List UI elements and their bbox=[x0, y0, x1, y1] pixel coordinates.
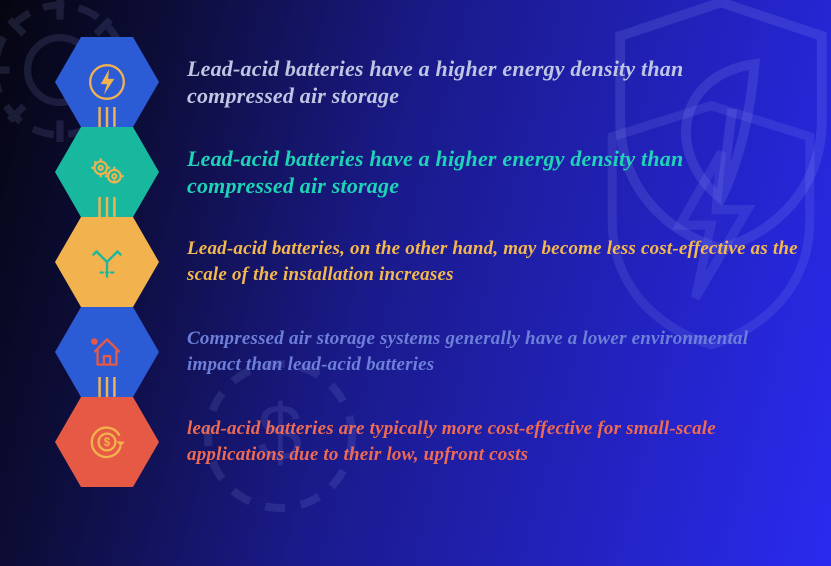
svg-text:$: $ bbox=[104, 437, 111, 449]
house-icon bbox=[86, 331, 128, 373]
hex-badge-4 bbox=[55, 307, 159, 397]
item-text: Lead-acid batteries have a higher energy… bbox=[187, 55, 747, 110]
list-item: Lead-acid batteries have a higher energy… bbox=[55, 30, 821, 134]
item-text: Lead-acid batteries have a higher energy… bbox=[187, 145, 747, 200]
infographic-list: Lead-acid batteries have a higher energy… bbox=[55, 30, 821, 480]
item-text: lead-acid batteries are typically more c… bbox=[187, 416, 807, 467]
item-text: Compressed air storage systems generally… bbox=[187, 326, 807, 377]
list-item: $ lead-acid batteries are typically more… bbox=[55, 390, 821, 494]
split-arrows-icon bbox=[86, 241, 128, 283]
hex-badge-1 bbox=[55, 37, 159, 127]
gears-icon bbox=[86, 151, 128, 193]
list-item: Lead-acid batteries have a higher energy… bbox=[55, 120, 821, 224]
hex-badge-5: $ bbox=[55, 397, 159, 487]
list-item: Compressed air storage systems generally… bbox=[55, 300, 821, 404]
item-text: Lead-acid batteries, on the other hand, … bbox=[187, 236, 807, 287]
list-item: Lead-acid batteries, on the other hand, … bbox=[55, 210, 821, 314]
dollar-cycle-icon: $ bbox=[86, 421, 128, 463]
lightning-icon bbox=[86, 61, 128, 103]
hex-badge-3 bbox=[55, 217, 159, 307]
hex-badge-2 bbox=[55, 127, 159, 217]
